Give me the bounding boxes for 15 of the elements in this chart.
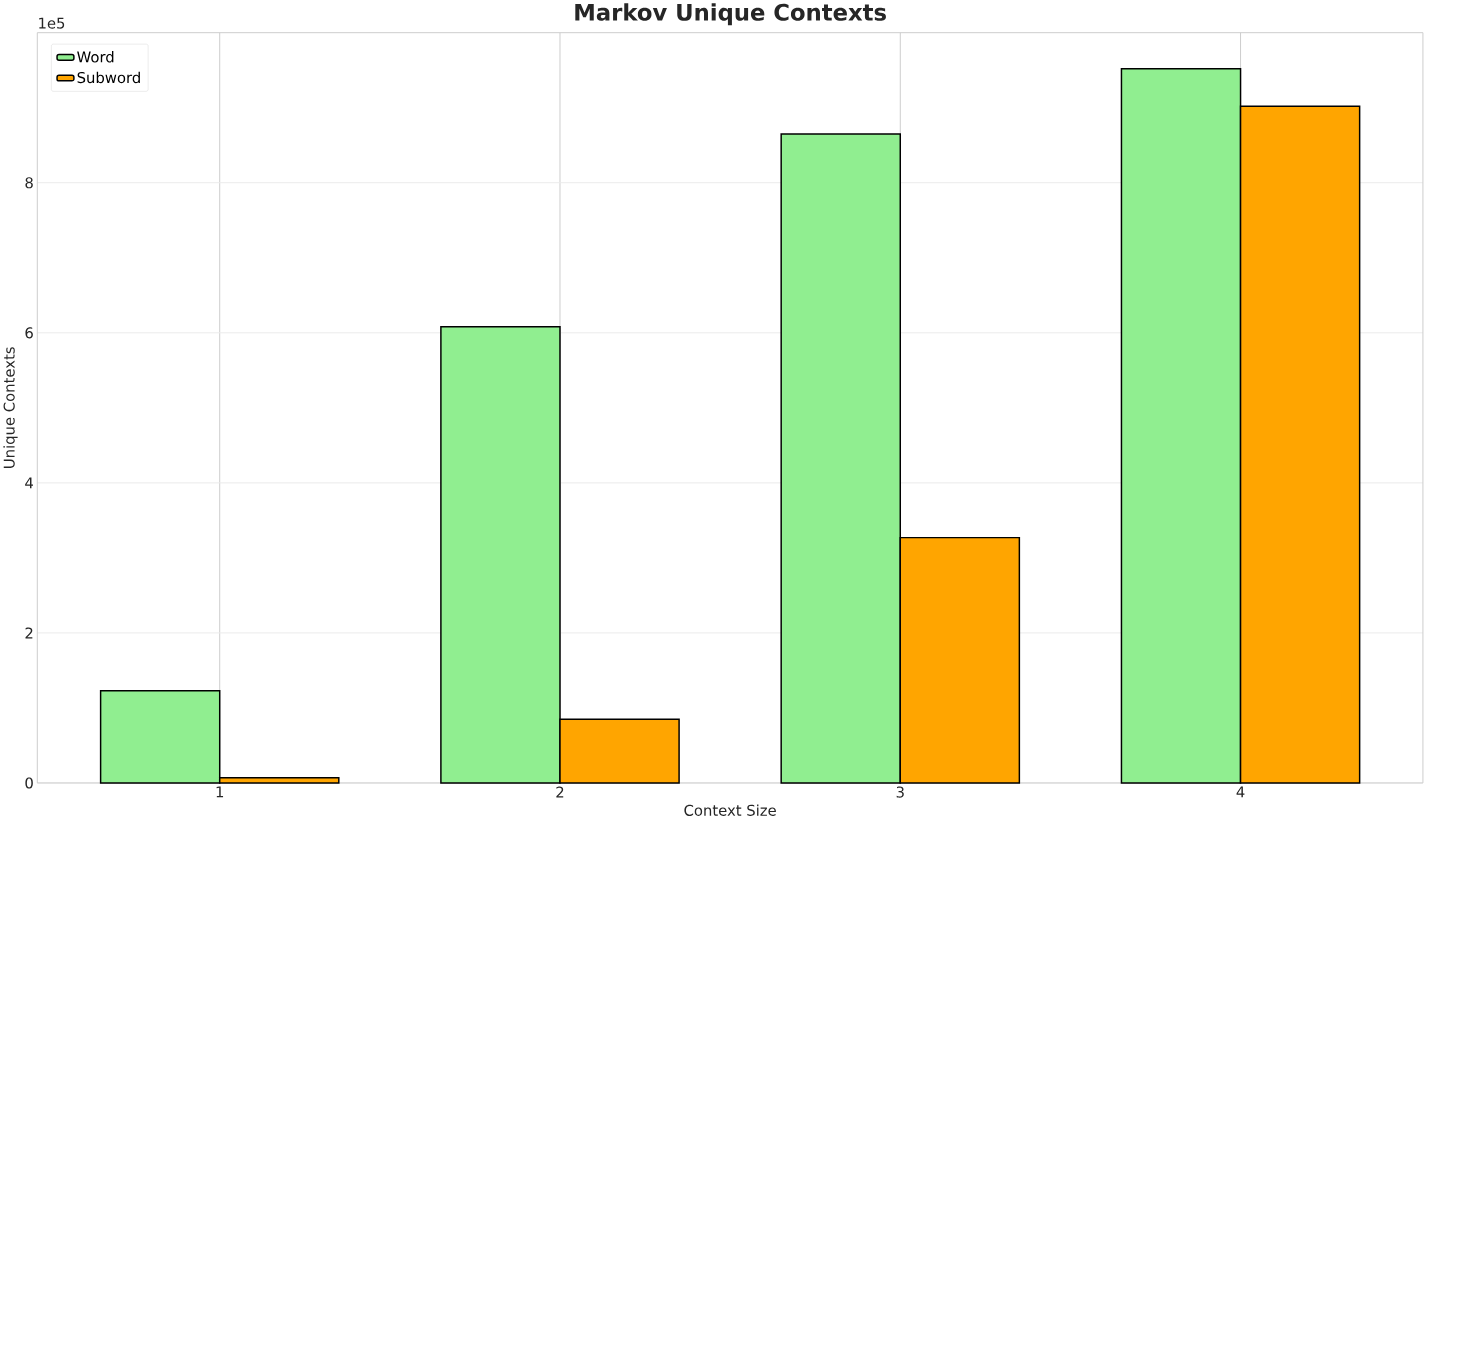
y-tick-label: 8 [25, 177, 33, 189]
y-axis-title: Unique Contexts [3, 347, 18, 469]
x-tick-label: 3 [896, 786, 904, 798]
x-axis-title: Context Size [684, 804, 776, 817]
legend-label: Word [77, 51, 114, 63]
legend-label: Subword [77, 71, 140, 84]
x-tick-label: 4 [1236, 786, 1245, 798]
y-tick-label: 6 [25, 327, 33, 339]
y-tick-label: 0 [25, 777, 33, 789]
x-tick-label: 1 [216, 786, 224, 798]
chart-title: Markov Unique Contexts [575, 3, 886, 26]
y-tick-label: 4 [25, 477, 34, 489]
text: 1e5 [39, 17, 65, 29]
y-tick-label: 2 [25, 627, 33, 639]
x-tick-label: 2 [556, 786, 564, 798]
